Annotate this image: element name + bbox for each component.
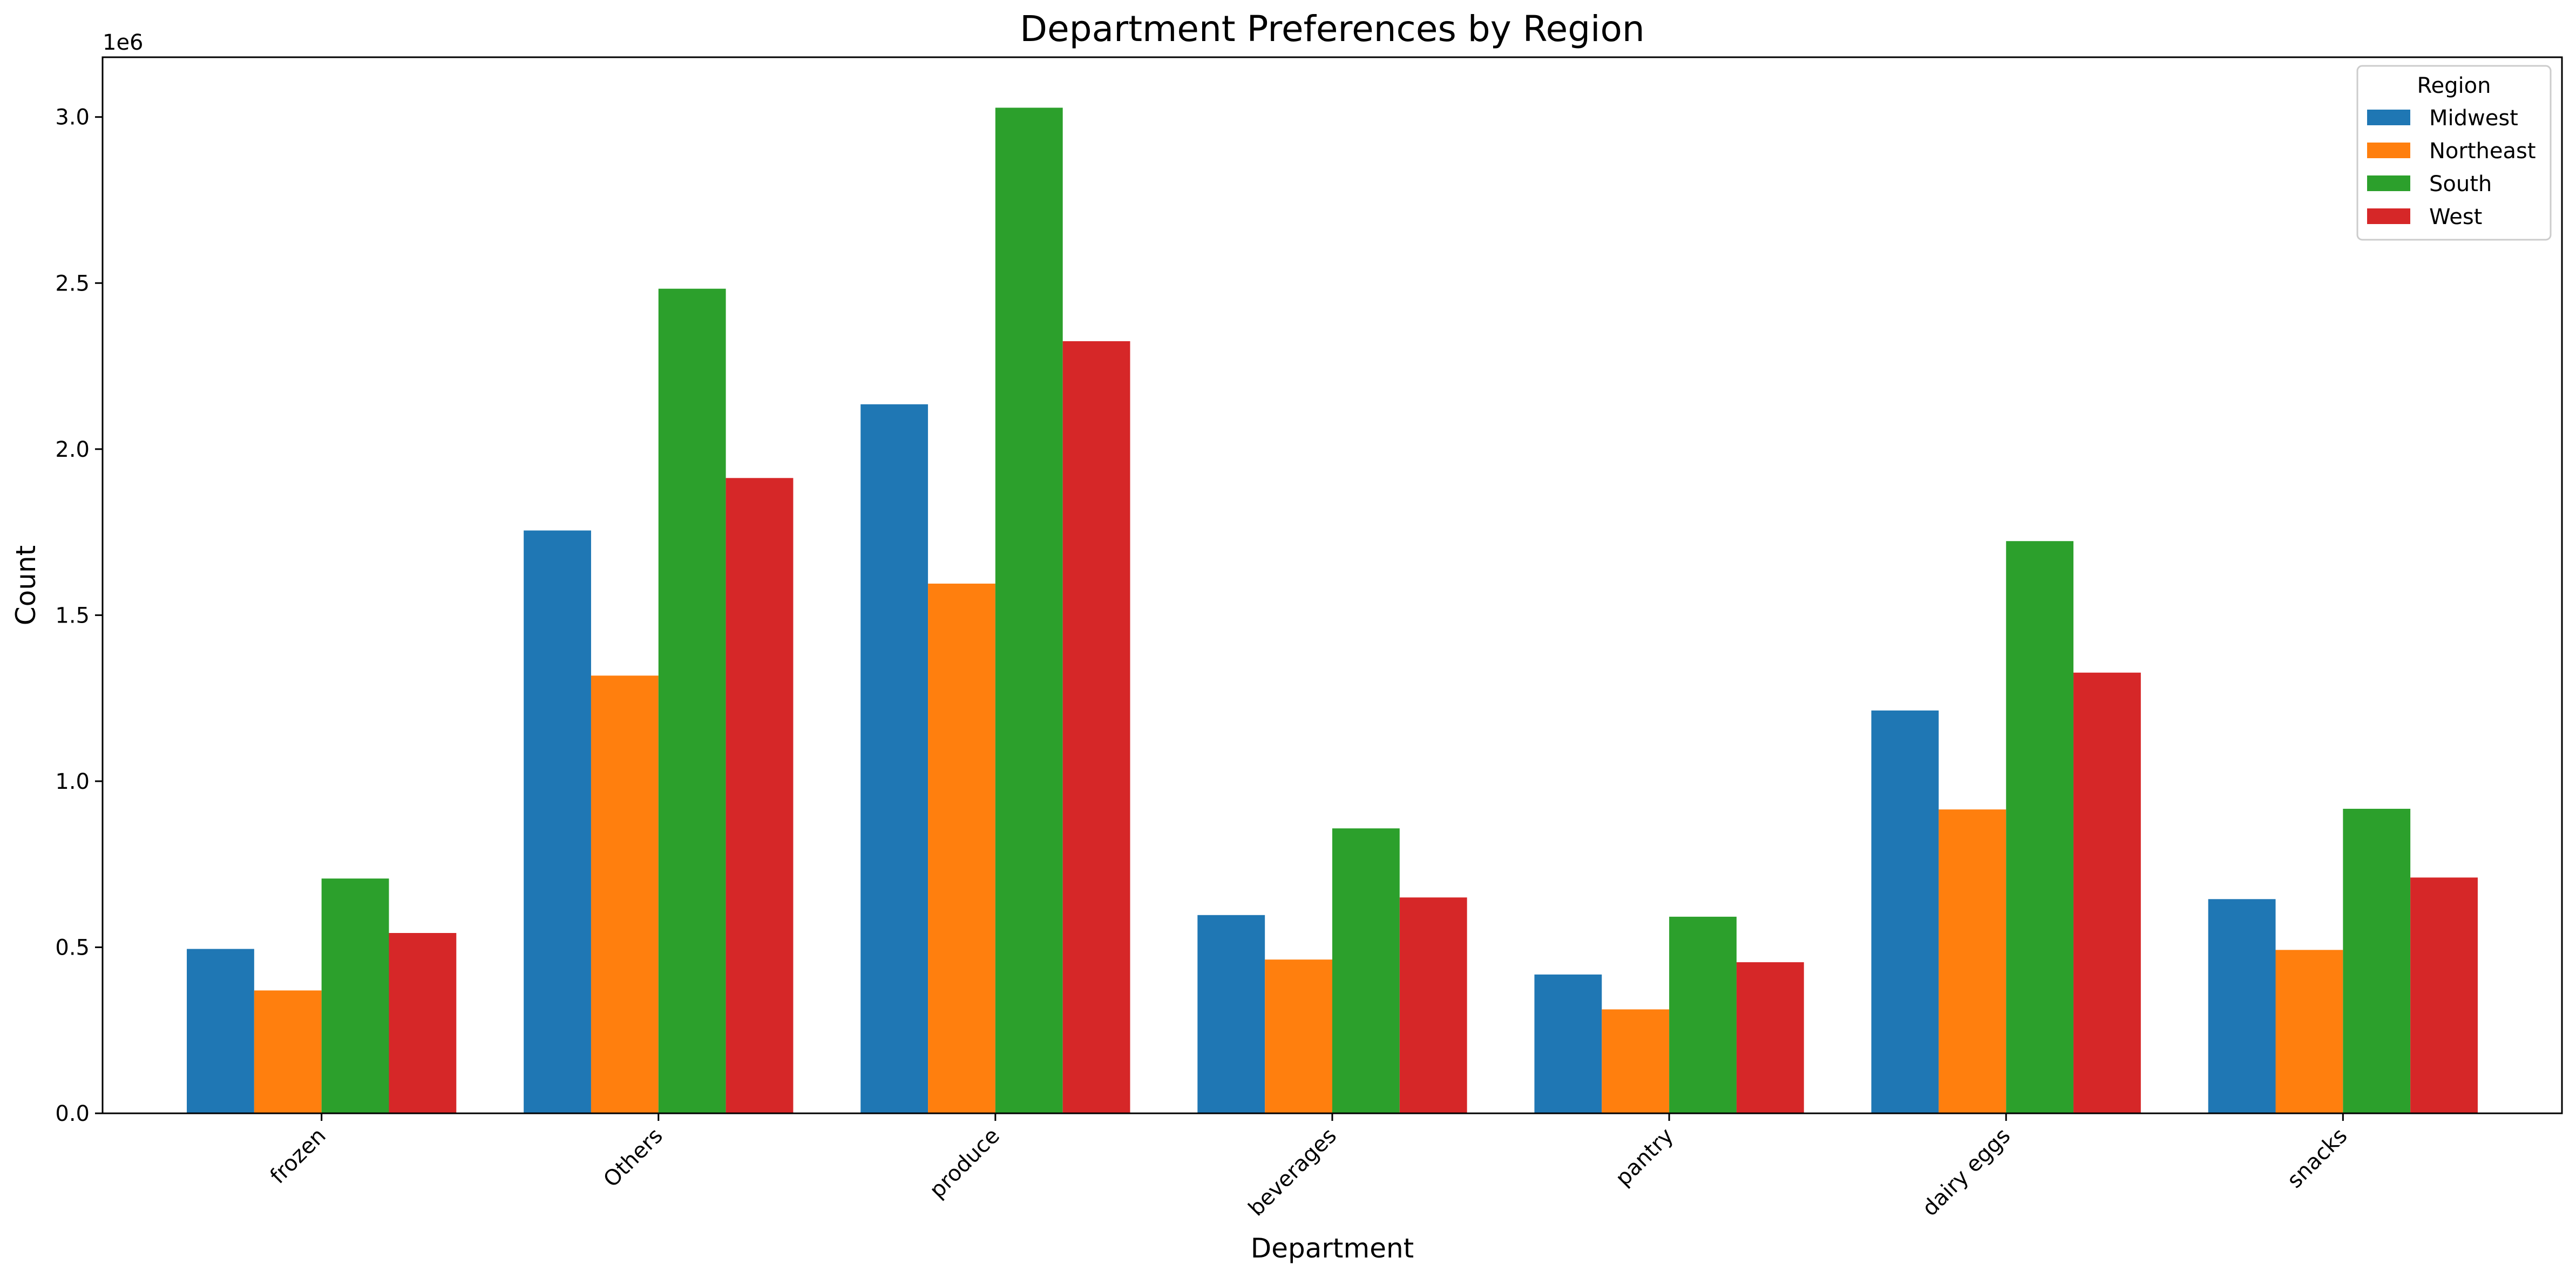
legend-swatch-northeast bbox=[2367, 143, 2410, 158]
bar-northeast-others bbox=[591, 675, 659, 1113]
bar-northeast-beverages bbox=[1265, 959, 1332, 1113]
y-tick-label: 2.5 bbox=[55, 271, 90, 296]
plot-area-frame bbox=[101, 56, 2563, 1114]
bar-south-others bbox=[658, 288, 726, 1113]
bar-midwest-others bbox=[524, 530, 591, 1113]
bar-south-dairy-eggs bbox=[2006, 541, 2074, 1114]
bar-west-produce bbox=[1062, 341, 1130, 1114]
bar-northeast-snacks bbox=[2275, 950, 2343, 1113]
legend-label-northeast: Northeast bbox=[2429, 139, 2536, 164]
bar-midwest-snacks bbox=[2208, 899, 2276, 1113]
y-tick-label: 0.0 bbox=[55, 1101, 90, 1126]
bar-south-pantry bbox=[1669, 916, 1737, 1113]
legend-swatch-midwest bbox=[2367, 110, 2410, 125]
bar-midwest-frozen bbox=[187, 949, 254, 1113]
bar-south-beverages bbox=[1332, 828, 1400, 1113]
bar-west-dairy-eggs bbox=[2073, 672, 2141, 1113]
x-axis-label: Department bbox=[1251, 1233, 1414, 1264]
bar-west-others bbox=[726, 478, 794, 1113]
legend-swatch-west bbox=[2367, 208, 2410, 224]
bar-west-snacks bbox=[2410, 877, 2478, 1113]
bar-midwest-produce bbox=[860, 404, 928, 1113]
bar-south-produce bbox=[995, 107, 1063, 1114]
chart-title: Department Preferences by Region bbox=[1020, 8, 1644, 50]
bar-northeast-frozen bbox=[254, 990, 322, 1113]
legend-label-west: West bbox=[2429, 205, 2482, 229]
bar-west-frozen bbox=[389, 933, 457, 1113]
y-axis-label: Count bbox=[10, 545, 42, 626]
bar-west-beverages bbox=[1399, 897, 1467, 1113]
bar-west-pantry bbox=[1736, 962, 1804, 1113]
bar-midwest-dairy-eggs bbox=[1871, 710, 1939, 1113]
y-axis-offset-label: 1e6 bbox=[103, 30, 144, 55]
bar-northeast-pantry bbox=[1602, 1009, 1670, 1113]
legend-swatch-south bbox=[2367, 175, 2410, 191]
legend-label-midwest: Midwest bbox=[2429, 106, 2518, 131]
y-tick-label: 3.0 bbox=[55, 105, 90, 130]
bar-midwest-pantry bbox=[1534, 974, 1602, 1113]
y-tick-label: 2.0 bbox=[55, 437, 90, 462]
bar-northeast-dairy-eggs bbox=[1938, 809, 2006, 1113]
legend-box bbox=[2356, 65, 2552, 241]
bars-group bbox=[187, 107, 2478, 1114]
y-tick-label: 1.0 bbox=[55, 769, 90, 794]
y-tick-label: 0.5 bbox=[55, 935, 90, 960]
bar-midwest-beverages bbox=[1197, 915, 1265, 1113]
bar-northeast-produce bbox=[928, 583, 995, 1113]
bar-south-frozen bbox=[321, 878, 389, 1113]
legend-title: Region bbox=[2417, 73, 2491, 98]
y-axis: 0.0 0.5 1.0 1.5 2.0 2.5 3.0 bbox=[55, 105, 103, 1126]
y-tick-label: 1.5 bbox=[55, 603, 90, 628]
legend-label-south: South bbox=[2429, 172, 2492, 197]
legend: Region Midwest Northeast South West bbox=[2356, 65, 2552, 241]
bar-south-snacks bbox=[2343, 808, 2411, 1113]
